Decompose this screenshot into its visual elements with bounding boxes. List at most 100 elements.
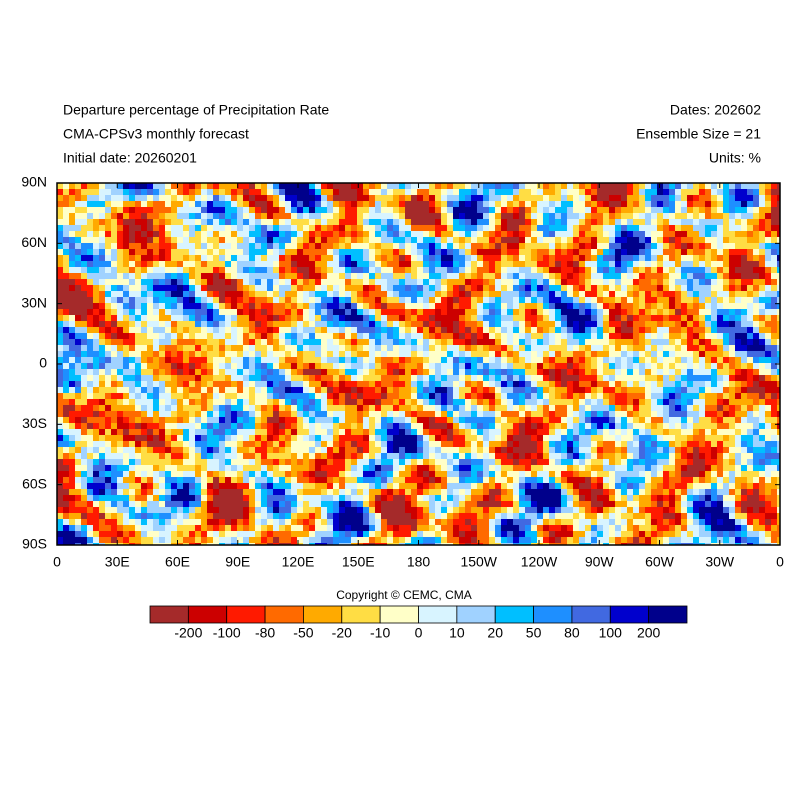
field-cell bbox=[363, 243, 369, 249]
field-cell bbox=[159, 237, 165, 243]
field-cell bbox=[651, 327, 657, 333]
field-cell bbox=[543, 255, 549, 261]
field-cell bbox=[471, 231, 477, 237]
field-cell bbox=[729, 273, 735, 279]
field-cell bbox=[687, 387, 693, 393]
field-cell bbox=[345, 231, 351, 237]
field-cell bbox=[231, 273, 237, 279]
field-cell bbox=[507, 363, 513, 369]
field-cell bbox=[423, 195, 429, 201]
field-cell bbox=[489, 279, 495, 285]
field-cell bbox=[183, 237, 189, 243]
field-cell bbox=[717, 219, 723, 225]
field-cell bbox=[453, 195, 459, 201]
field-cell bbox=[717, 363, 723, 369]
field-cell bbox=[771, 357, 777, 363]
field-cell bbox=[771, 195, 777, 201]
field-cell bbox=[213, 333, 219, 339]
field-cell bbox=[633, 243, 639, 249]
field-cell bbox=[141, 231, 147, 237]
field-cell bbox=[597, 231, 603, 237]
field-cell bbox=[735, 345, 741, 351]
field-cell bbox=[477, 243, 483, 249]
field-cell bbox=[537, 291, 543, 297]
field-cell bbox=[441, 345, 447, 351]
field-cell bbox=[567, 243, 573, 249]
field-cell bbox=[321, 369, 327, 375]
field-cell bbox=[393, 423, 399, 429]
field-cell bbox=[507, 405, 513, 411]
field-cell bbox=[621, 387, 627, 393]
field-cell bbox=[207, 327, 213, 333]
field-cell bbox=[171, 423, 177, 429]
field-cell bbox=[363, 351, 369, 357]
field-cell bbox=[141, 399, 147, 405]
field-cell bbox=[111, 273, 117, 279]
field-cell bbox=[195, 327, 201, 333]
field-cell bbox=[273, 339, 279, 345]
field-cell bbox=[243, 297, 249, 303]
field-cell bbox=[357, 345, 363, 351]
field-cell bbox=[777, 231, 780, 237]
field-cell bbox=[627, 297, 633, 303]
field-cell bbox=[411, 375, 417, 381]
field-cell bbox=[429, 243, 435, 249]
field-cell bbox=[369, 249, 375, 255]
field-cell bbox=[459, 183, 465, 189]
field-cell bbox=[213, 285, 219, 291]
field-cell bbox=[87, 297, 93, 303]
field-cell bbox=[351, 207, 357, 213]
field-cell bbox=[705, 237, 711, 243]
field-cell bbox=[177, 225, 183, 231]
field-cell bbox=[645, 207, 651, 213]
field-cell bbox=[603, 303, 609, 309]
field-cell bbox=[567, 309, 573, 315]
field-cell bbox=[159, 183, 165, 189]
field-cell bbox=[621, 399, 627, 405]
field-cell bbox=[723, 321, 729, 327]
field-cell bbox=[189, 327, 195, 333]
field-cell bbox=[183, 273, 189, 279]
field-cell bbox=[369, 393, 375, 399]
field-cell bbox=[603, 279, 609, 285]
field-cell bbox=[315, 303, 321, 309]
field-cell bbox=[249, 297, 255, 303]
field-cell bbox=[699, 333, 705, 339]
field-cell bbox=[135, 285, 141, 291]
field-cell bbox=[771, 285, 777, 291]
field-cell bbox=[543, 387, 549, 393]
field-cell bbox=[675, 351, 681, 357]
field-cell bbox=[333, 189, 339, 195]
field-cell bbox=[579, 357, 585, 363]
field-cell bbox=[255, 249, 261, 255]
field-cell bbox=[435, 201, 441, 207]
field-cell bbox=[729, 405, 735, 411]
field-cell bbox=[483, 267, 489, 273]
field-cell bbox=[771, 225, 777, 231]
field-cell bbox=[267, 249, 273, 255]
field-cell bbox=[63, 321, 69, 327]
field-cell bbox=[147, 315, 153, 321]
field-cell bbox=[651, 267, 657, 273]
field-cell bbox=[75, 393, 81, 399]
field-cell bbox=[669, 351, 675, 357]
field-cell bbox=[735, 219, 741, 225]
field-cell bbox=[405, 387, 411, 393]
field-cell bbox=[339, 243, 345, 249]
field-cell bbox=[603, 213, 609, 219]
field-cell bbox=[339, 291, 345, 297]
field-cell bbox=[237, 405, 243, 411]
field-cell bbox=[741, 279, 747, 285]
field-cell bbox=[741, 423, 747, 429]
field-cell bbox=[657, 423, 663, 429]
field-cell bbox=[669, 339, 675, 345]
field-cell bbox=[327, 207, 333, 213]
field-cell bbox=[681, 231, 687, 237]
field-cell bbox=[507, 213, 513, 219]
field-cell bbox=[93, 279, 99, 285]
field-cell bbox=[693, 321, 699, 327]
field-cell bbox=[405, 279, 411, 285]
field-cell bbox=[531, 291, 537, 297]
field-cell bbox=[495, 267, 501, 273]
field-cell bbox=[75, 189, 81, 195]
